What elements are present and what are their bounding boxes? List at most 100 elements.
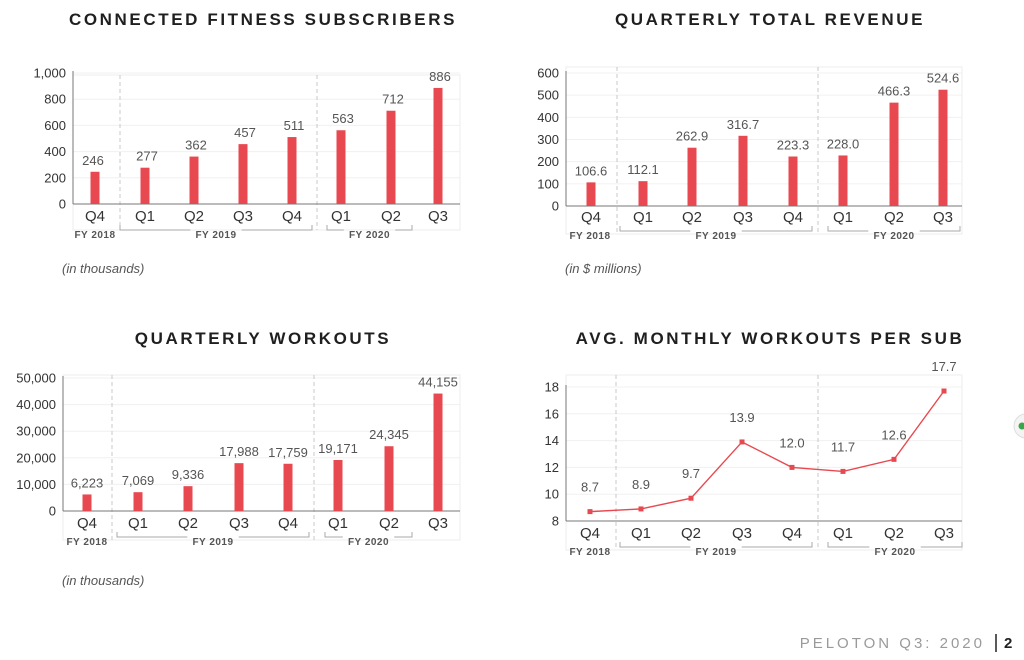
chart-note: (in thousands) <box>62 261 144 276</box>
fiscal-year-label: FY 2019 <box>695 547 736 558</box>
y-tick-label: 200 <box>537 154 559 169</box>
data-label: 316.7 <box>727 117 760 132</box>
data-label: 12.6 <box>881 427 906 442</box>
x-tick-label: Q3 <box>233 208 253 225</box>
x-tick-label: Q3 <box>934 525 954 542</box>
bar <box>133 492 143 511</box>
bar <box>283 463 293 511</box>
y-tick-label: 300 <box>537 132 559 147</box>
bar <box>586 182 596 206</box>
y-tick-label: 8 <box>552 514 559 529</box>
fiscal-year-bracket <box>394 532 413 538</box>
data-label: 6,223 <box>71 475 104 490</box>
x-tick-label: Q1 <box>633 209 653 226</box>
x-tick-label: Q1 <box>328 515 348 532</box>
data-point <box>789 464 795 470</box>
x-tick-label: Q2 <box>682 209 702 226</box>
x-tick-label: Q1 <box>128 515 148 532</box>
y-tick-label: 0 <box>552 199 559 214</box>
green-dot-icon <box>1018 422 1024 430</box>
bar <box>433 393 443 511</box>
y-tick-label: 600 <box>537 66 559 81</box>
bar <box>287 137 297 204</box>
page-number: 2 <box>1004 635 1012 652</box>
fiscal-year-label: FY 2018 <box>569 231 610 242</box>
data-label: 886 <box>429 69 451 84</box>
bar <box>183 486 193 511</box>
data-label: 457 <box>234 125 256 140</box>
x-tick-label: Q3 <box>733 209 753 226</box>
data-label: 223.3 <box>777 138 810 153</box>
workouts-per-sub-chart: AVG. MONTHLY WORKOUTS PER SUB 8 10 12 14 16 1… <box>545 329 965 558</box>
bar <box>938 89 948 206</box>
fiscal-year-bracket <box>827 226 869 232</box>
fiscal-year-label: FY 2020 <box>349 230 390 241</box>
chart-title: AVG. MONTHLY WORKOUTS PER SUB <box>576 329 965 348</box>
fiscal-year-bracket <box>238 532 310 538</box>
x-tick-label: Q4 <box>581 209 601 226</box>
y-tick-label: 0 <box>59 197 66 212</box>
data-label: 9,336 <box>172 467 205 482</box>
data-point <box>840 468 846 474</box>
x-tick-label: Q1 <box>833 525 853 542</box>
x-tick-label: Q2 <box>381 208 401 225</box>
fiscal-year-bracket <box>919 226 961 232</box>
data-label: 246 <box>82 153 104 168</box>
data-point <box>587 509 593 515</box>
x-tick-label: Q1 <box>631 525 651 542</box>
series-line <box>589 390 945 513</box>
y-tick-label: 600 <box>44 118 66 133</box>
revenue-chart: QUARTERLY TOTAL REVENUE (in $ millions) … <box>537 10 963 276</box>
x-tick-label: Q3 <box>229 515 249 532</box>
data-label: 24,345 <box>369 427 409 442</box>
x-tick-label: Q4 <box>782 525 802 542</box>
fiscal-year-label: FY 2018 <box>74 230 115 241</box>
fiscal-year-bracket <box>741 542 813 548</box>
bar <box>386 110 396 204</box>
workouts-chart: QUARTERLY WORKOUTS (in thousands) 0 10,00… <box>16 329 461 588</box>
data-point <box>891 456 897 462</box>
data-label: 19,171 <box>318 441 358 456</box>
fiscal-year-label: FY 2019 <box>192 537 233 548</box>
data-label: 8.9 <box>632 477 650 492</box>
x-tick-label: Q2 <box>184 208 204 225</box>
fiscal-year-bracket <box>324 532 343 538</box>
plot-frame <box>565 374 963 551</box>
x-tick-label: Q4 <box>580 525 600 542</box>
data-label: 7,069 <box>122 473 155 488</box>
bar <box>189 156 199 204</box>
x-tick-label: Q3 <box>428 515 448 532</box>
data-label: 17,988 <box>219 444 259 459</box>
bar <box>687 147 697 206</box>
chart-title: CONNECTED FITNESS SUBSCRIBERS <box>69 10 457 29</box>
bar <box>838 155 848 206</box>
bar <box>788 156 798 206</box>
x-tick-label: Q4 <box>85 208 105 225</box>
data-label: 362 <box>185 138 207 153</box>
x-tick-label: Q2 <box>379 515 399 532</box>
data-label: 466.3 <box>878 84 911 99</box>
data-label: 12.0 <box>779 435 804 450</box>
x-tick-label: Q4 <box>783 209 803 226</box>
bar <box>638 181 648 206</box>
y-tick-label: 30,000 <box>16 424 56 439</box>
data-label: 228.0 <box>827 136 860 151</box>
fiscal-year-label: FY 2020 <box>874 547 915 558</box>
y-tick-label: 1,000 <box>33 66 66 81</box>
data-label: 17,759 <box>268 445 308 460</box>
bar <box>433 87 443 204</box>
x-tick-label: Q4 <box>278 515 298 532</box>
bar <box>889 102 899 206</box>
data-point <box>941 388 947 394</box>
y-tick-label: 100 <box>537 176 559 191</box>
y-tick-label: 50,000 <box>16 371 56 386</box>
bar <box>82 494 92 511</box>
y-tick-label: 400 <box>537 110 559 125</box>
y-tick-label: 10 <box>545 487 559 502</box>
fiscal-year-bracket <box>116 532 188 538</box>
data-label: 712 <box>382 92 404 107</box>
data-label: 9.7 <box>682 466 700 481</box>
bar <box>738 135 748 206</box>
y-tick-label: 800 <box>44 92 66 107</box>
